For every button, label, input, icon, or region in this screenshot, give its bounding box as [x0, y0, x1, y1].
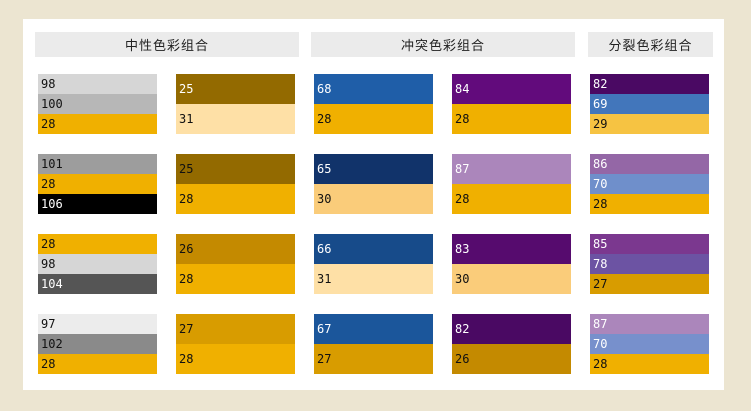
- color-stripe: 26: [176, 234, 295, 264]
- color-stripe: 25: [176, 154, 295, 184]
- color-stripe: 28: [38, 174, 157, 194]
- color-stripe: 86: [590, 154, 709, 174]
- color-stripe: 101: [38, 154, 157, 174]
- color-stripe: 28: [590, 354, 709, 374]
- color-stripe: 82: [452, 314, 571, 344]
- color-stripe: 31: [176, 104, 295, 134]
- color-stripe: 87: [590, 314, 709, 334]
- color-stripe: 69: [590, 94, 709, 114]
- color-stripe: 27: [176, 314, 295, 344]
- color-stripe: 26: [452, 344, 571, 374]
- color-stripe: 98: [38, 74, 157, 94]
- color-stripe: 30: [452, 264, 571, 294]
- color-swatch: 87 28: [452, 154, 571, 214]
- color-stripe: 65: [314, 154, 433, 184]
- color-stripe: 66: [314, 234, 433, 264]
- color-stripe: 30: [314, 184, 433, 214]
- color-stripe: 102: [38, 334, 157, 354]
- color-stripe: 28: [314, 104, 433, 134]
- color-stripe: 28: [590, 194, 709, 214]
- header-split: 分裂色彩组合: [588, 32, 713, 57]
- color-stripe: 28: [38, 234, 157, 254]
- color-swatch: 65 30: [314, 154, 433, 214]
- color-stripe: 83: [452, 234, 571, 264]
- color-swatch: 85 78 27: [590, 234, 709, 294]
- color-swatch: 68 28: [314, 74, 433, 134]
- color-stripe: 27: [314, 344, 433, 374]
- color-swatch: 26 28: [176, 234, 295, 294]
- color-stripe: 97: [38, 314, 157, 334]
- color-stripe: 28: [452, 184, 571, 214]
- color-swatch: 25 31: [176, 74, 295, 134]
- color-stripe: 67: [314, 314, 433, 344]
- color-stripe: 28: [176, 184, 295, 214]
- color-stripe: 28: [38, 114, 157, 134]
- color-stripe: 29: [590, 114, 709, 134]
- color-swatch: 66 31: [314, 234, 433, 294]
- color-stripe: 87: [452, 154, 571, 184]
- color-swatch: 101 28 106: [38, 154, 157, 214]
- color-swatch: 67 27: [314, 314, 433, 374]
- color-swatch: 98 100 28: [38, 74, 157, 134]
- color-stripe: 28: [176, 344, 295, 374]
- color-stripe: 70: [590, 174, 709, 194]
- color-stripe: 84: [452, 74, 571, 104]
- color-stripe: 28: [452, 104, 571, 134]
- color-stripe: 68: [314, 74, 433, 104]
- color-stripe: 106: [38, 194, 157, 214]
- color-swatch: 28 98 104: [38, 234, 157, 294]
- color-stripe: 104: [38, 274, 157, 294]
- color-combination-panel: 中性色彩组合 冲突色彩组合 分裂色彩组合 98 100 28 25 31 101 28 106…: [23, 19, 724, 390]
- color-swatch: 27 28: [176, 314, 295, 374]
- color-swatch: 97 102 28: [38, 314, 157, 374]
- color-swatch: 82 26: [452, 314, 571, 374]
- color-stripe: 82: [590, 74, 709, 94]
- color-swatch: 83 30: [452, 234, 571, 294]
- color-swatch: 87 70 28: [590, 314, 709, 374]
- color-stripe: 78: [590, 254, 709, 274]
- header-neutral: 中性色彩组合: [35, 32, 299, 57]
- color-swatch: 25 28: [176, 154, 295, 214]
- color-stripe: 28: [176, 264, 295, 294]
- color-stripe: 25: [176, 74, 295, 104]
- color-stripe: 27: [590, 274, 709, 294]
- color-stripe: 100: [38, 94, 157, 114]
- color-swatch: 84 28: [452, 74, 571, 134]
- color-stripe: 70: [590, 334, 709, 354]
- color-stripe: 28: [38, 354, 157, 374]
- header-conflict: 冲突色彩组合: [311, 32, 575, 57]
- color-swatch: 86 70 28: [590, 154, 709, 214]
- color-stripe: 98: [38, 254, 157, 274]
- color-stripe: 85: [590, 234, 709, 254]
- color-swatch: 82 69 29: [590, 74, 709, 134]
- color-stripe: 31: [314, 264, 433, 294]
